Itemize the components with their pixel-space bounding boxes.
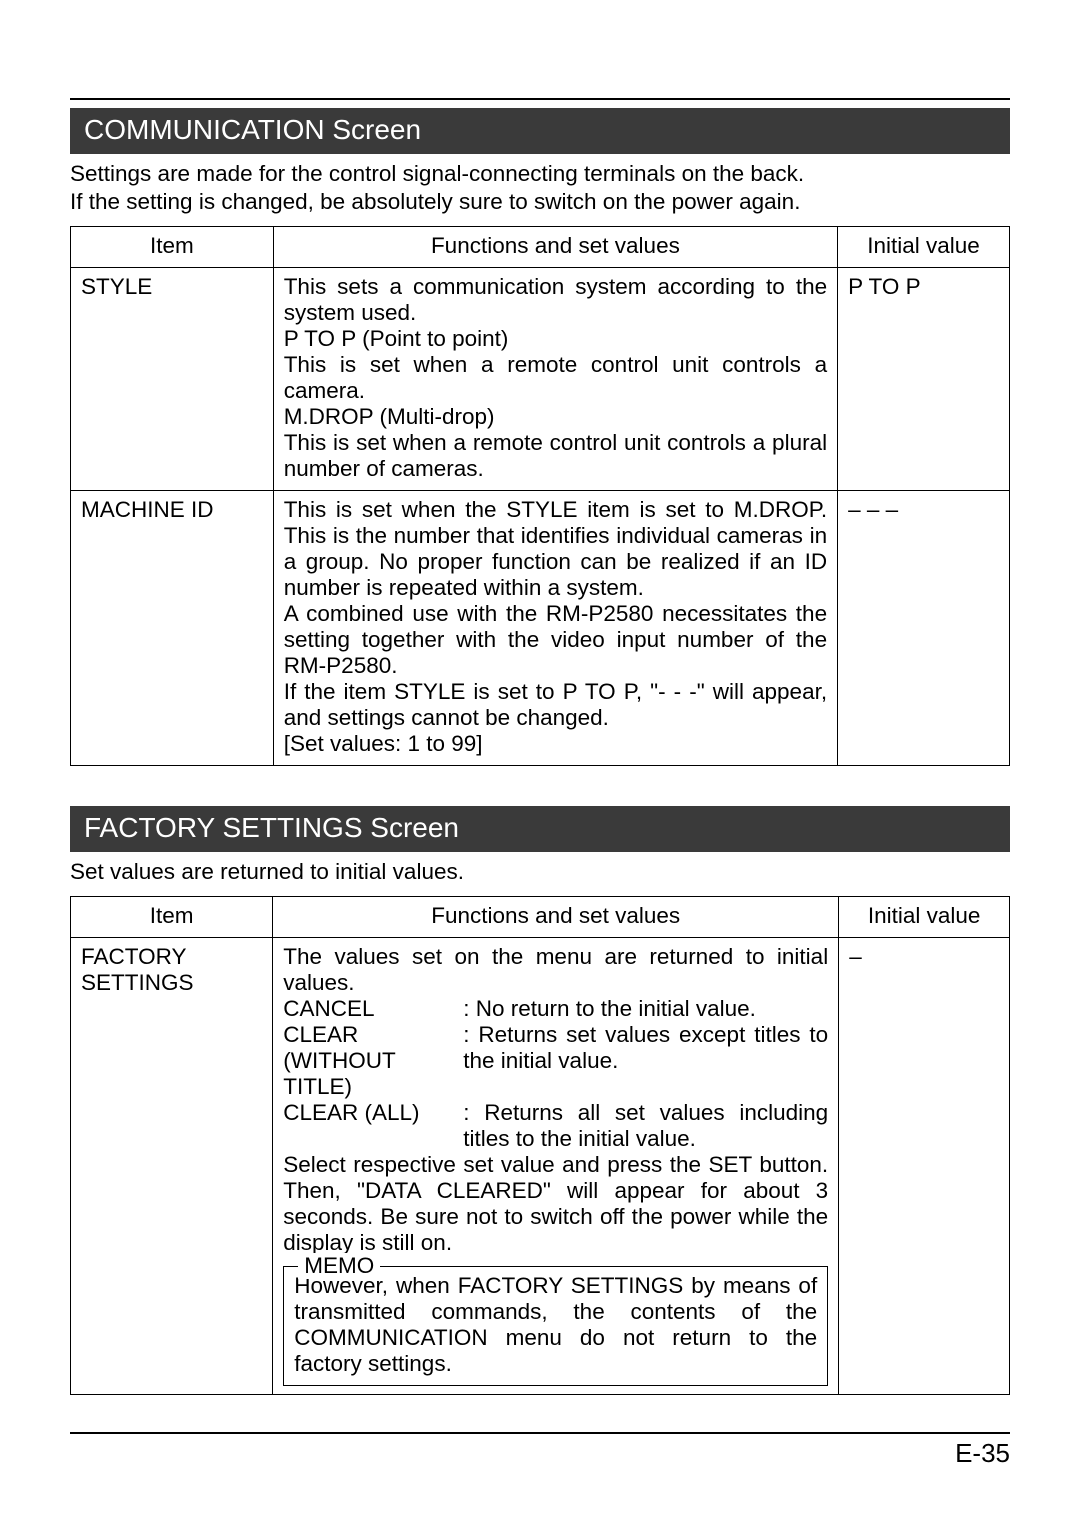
style-item: STYLE xyxy=(71,268,274,491)
table-header-row: Item Functions and set values Initial va… xyxy=(71,897,1010,938)
machine-init: – – – xyxy=(838,491,1010,766)
clearall-label: CLEAR (ALL) xyxy=(283,1100,463,1152)
table-header-row: Item Functions and set values Initial va… xyxy=(71,227,1010,268)
fs-lead: The values set on the menu are returned … xyxy=(283,944,828,996)
clearall-text: : Returns all set values including title… xyxy=(463,1100,828,1152)
factory-intro: Set values are returned to initial value… xyxy=(70,858,1010,886)
fs-note: Select respective set value and press th… xyxy=(283,1152,828,1256)
col-init-header: Initial value xyxy=(839,897,1010,938)
table-row: MACHINE ID This is set when the STYLE it… xyxy=(71,491,1010,766)
machine-func-p2: A combined use with the RM-P2580 necessi… xyxy=(284,601,827,679)
page-content: COMMUNICATION Screen Settings are made f… xyxy=(0,0,1080,1435)
clear-row: CLEAR (WITHOUT TITLE) : Returns set valu… xyxy=(283,1022,828,1100)
memo-label: MEMO xyxy=(298,1253,380,1279)
machine-func: This is set when the STYLE item is set t… xyxy=(273,491,837,766)
intro-line-1: Settings are made for the control signal… xyxy=(70,161,804,186)
style-func-p3: This is set when a remote control unit c… xyxy=(284,352,827,404)
table-row: FACTORY SETTINGS The values set on the m… xyxy=(71,938,1010,1395)
cancel-label: CANCEL xyxy=(283,996,463,1022)
style-func-p5: This is set when a remote control unit c… xyxy=(284,430,827,482)
fs-init: – xyxy=(839,938,1010,1395)
fs-func: The values set on the menu are returned … xyxy=(273,938,839,1395)
style-func-p1: This sets a communication system accordi… xyxy=(284,274,827,326)
style-func: This sets a communication system accordi… xyxy=(273,268,837,491)
communication-table: Item Functions and set values Initial va… xyxy=(70,226,1010,766)
cancel-text: : No return to the initial value. xyxy=(463,996,828,1022)
col-init-header: Initial value xyxy=(838,227,1010,268)
style-func-p4: M.DROP (Multi-drop) xyxy=(284,404,827,430)
clearall-row: CLEAR (ALL) : Returns all set values inc… xyxy=(283,1100,828,1152)
communication-header: COMMUNICATION Screen xyxy=(70,108,1010,154)
machine-item: MACHINE ID xyxy=(71,491,274,766)
top-rule xyxy=(70,98,1010,100)
col-item-header: Item xyxy=(71,897,273,938)
machine-func-p4: [Set values: 1 to 99] xyxy=(284,731,827,757)
memo-box: MEMO However, when FACTORY SETTINGS by m… xyxy=(283,1266,828,1386)
style-init: P TO P xyxy=(838,268,1010,491)
style-func-p2: P TO P (Point to point) xyxy=(284,326,827,352)
communication-intro: Settings are made for the control signal… xyxy=(70,160,1010,216)
fs-item: FACTORY SETTINGS xyxy=(71,938,273,1395)
col-func-header: Functions and set values xyxy=(273,897,839,938)
page-footer: E-35 xyxy=(70,1432,1010,1469)
cancel-row: CANCEL : No return to the initial value. xyxy=(283,996,828,1022)
intro-line-2: If the setting is changed, be absolutely… xyxy=(70,189,800,214)
machine-func-p3: If the item STYLE is set to P TO P, "- -… xyxy=(284,679,827,731)
section-spacer xyxy=(70,766,1010,806)
memo-text: However, when FACTORY SETTINGS by means … xyxy=(294,1273,817,1377)
col-func-header: Functions and set values xyxy=(273,227,837,268)
factory-header: FACTORY SETTINGS Screen xyxy=(70,806,1010,852)
machine-func-p1: This is set when the STYLE item is set t… xyxy=(284,497,827,601)
page-number: E-35 xyxy=(955,1438,1010,1468)
clear-label-1: CLEAR xyxy=(283,1022,358,1047)
clear-text: : Returns set values except titles to th… xyxy=(463,1022,828,1100)
col-item-header: Item xyxy=(71,227,274,268)
factory-table: Item Functions and set values Initial va… xyxy=(70,896,1010,1395)
table-row: STYLE This sets a communication system a… xyxy=(71,268,1010,491)
clear-label: CLEAR (WITHOUT TITLE) xyxy=(283,1022,463,1100)
clear-label-2: (WITHOUT TITLE) xyxy=(283,1048,395,1099)
